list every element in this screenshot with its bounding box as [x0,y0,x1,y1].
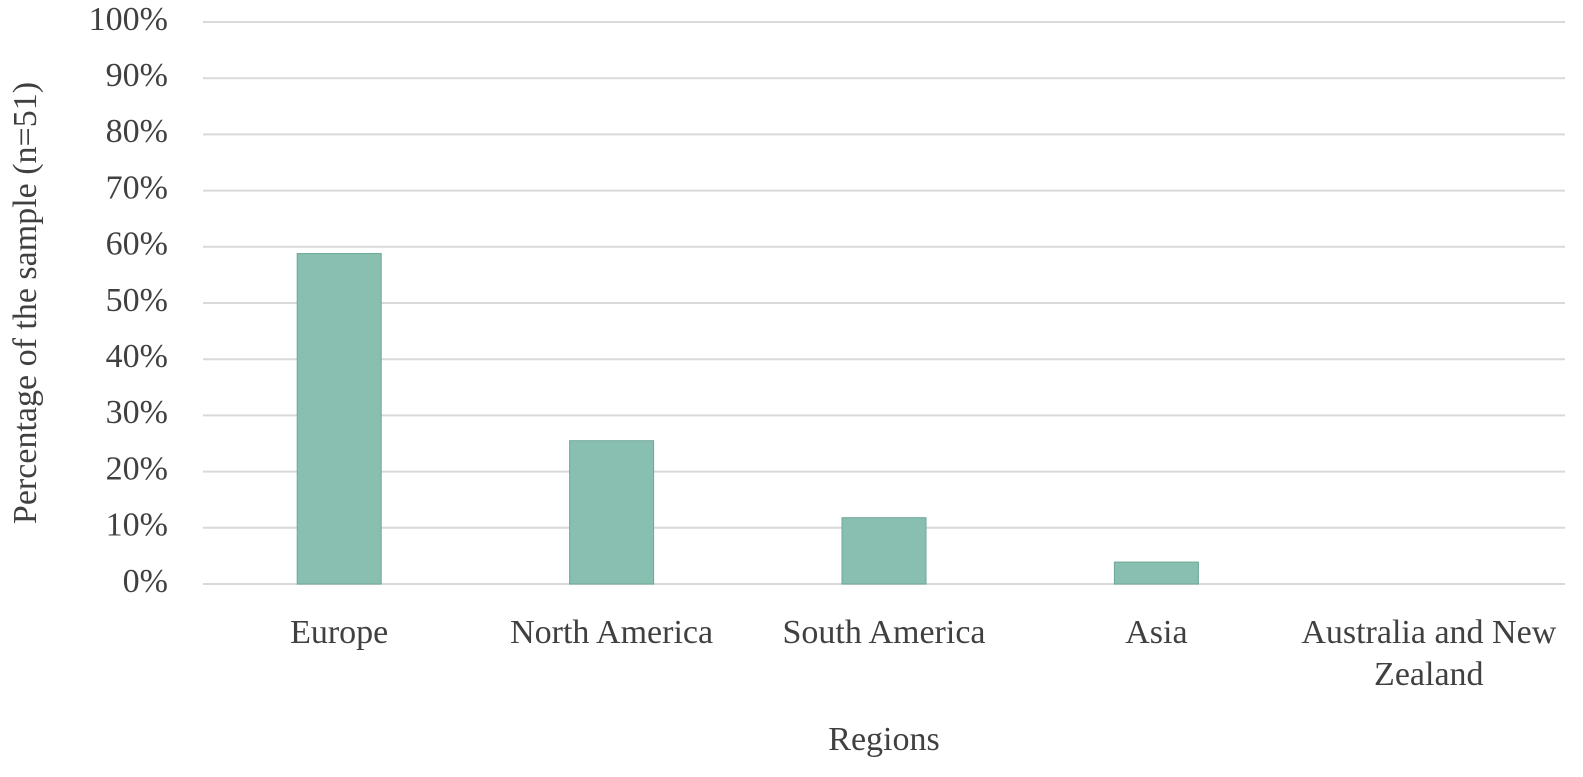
bar [1113,561,1199,585]
y-tick-label: 100% [89,1,168,38]
bar [569,440,655,585]
bar [841,517,927,585]
x-tick-label: Europe [290,614,389,651]
y-tick-label: 70% [106,169,168,206]
x-tick-label: South America [782,614,986,651]
y-tick-label: 80% [106,113,168,150]
y-tick-label: 50% [106,282,168,319]
x-tick-label: Australia and New Zealand [1301,614,1557,693]
y-tick-label: 90% [106,57,168,94]
x-tick-label: Asia [1125,614,1188,651]
y-tick-label: 0% [123,563,168,600]
y-tick-label: 10% [106,507,168,544]
x-axis-title: Regions [828,721,939,758]
y-tick-label: 40% [106,338,168,375]
y-axis-title: Percentage of the sample (n=51) [7,82,44,524]
y-tick-label: 30% [106,394,168,431]
bar [296,253,382,585]
y-tick-label: 20% [106,450,168,487]
x-tick-label: North America [510,614,714,651]
y-tick-label: 60% [106,226,168,263]
